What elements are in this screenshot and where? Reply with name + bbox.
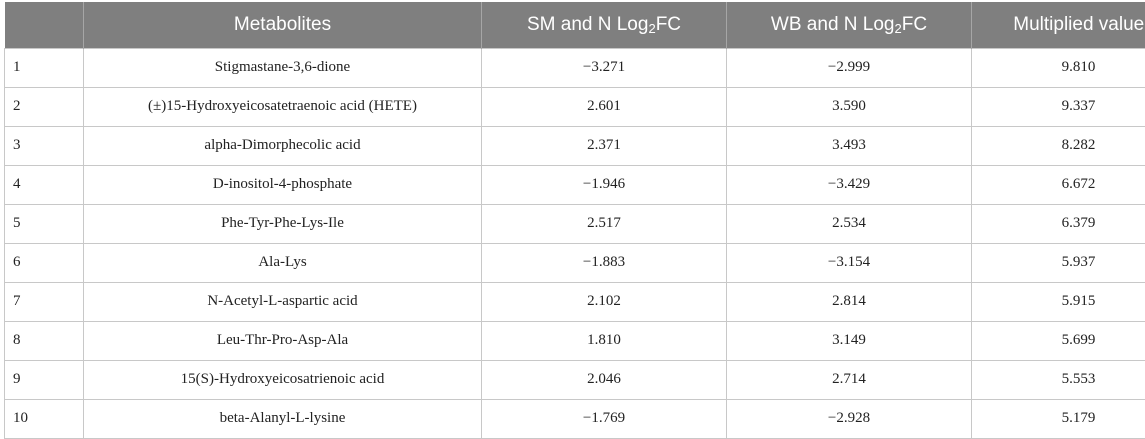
sm-log2fc-value: 1.810 (482, 321, 727, 360)
table-row: 3 alpha-Dimorphecolic acid 2.371 3.493 8… (5, 126, 1145, 165)
sm-log2fc-value: −3.271 (482, 48, 727, 87)
metabolite-name: (±)15-Hydroxyeicosatetraenoic acid (HETE… (84, 87, 482, 126)
table-row: 1 Stigmastane-3,6-dione −3.271 −2.999 9.… (5, 48, 1145, 87)
header-sm-prefix: SM and N Log (527, 14, 648, 35)
table-row: 2 (±)15-Hydroxyeicosatetraenoic acid (HE… (5, 87, 1145, 126)
metabolite-name: Leu-Thr-Pro-Asp-Ala (84, 321, 482, 360)
header-wb-subscript: 2 (895, 21, 902, 36)
row-index: 4 (5, 165, 84, 204)
table-row: 9 15(S)-Hydroxyeicosatrienoic acid 2.046… (5, 360, 1145, 399)
header-metabolites: Metabolites (84, 2, 482, 48)
multiplied-value: 5.553 (972, 360, 1145, 399)
row-index: 3 (5, 126, 84, 165)
multiplied-value: 5.915 (972, 282, 1145, 321)
row-index: 9 (5, 360, 84, 399)
metabolite-name: Ala-Lys (84, 243, 482, 282)
header-multiplied-value: Multiplied value (972, 2, 1145, 48)
wb-log2fc-value: 3.493 (727, 126, 972, 165)
multiplied-value: 5.937 (972, 243, 1145, 282)
metabolite-name: 15(S)-Hydroxyeicosatrienoic acid (84, 360, 482, 399)
row-index: 1 (5, 48, 84, 87)
header-sm-log2fc: SM and N Log2FC (482, 2, 727, 48)
metabolite-name: beta-Alanyl-L-lysine (84, 399, 482, 438)
row-index: 6 (5, 243, 84, 282)
sm-log2fc-value: −1.883 (482, 243, 727, 282)
table-body: 1 Stigmastane-3,6-dione −3.271 −2.999 9.… (5, 48, 1145, 438)
multiplied-value: 5.179 (972, 399, 1145, 438)
header-sm-suffix: FC (656, 14, 681, 35)
multiplied-value: 5.699 (972, 321, 1145, 360)
header-wb-suffix: FC (902, 14, 927, 35)
table-header: Metabolites SM and N Log2FC WB and N Log… (5, 2, 1145, 48)
metabolite-name: Stigmastane-3,6-dione (84, 48, 482, 87)
wb-log2fc-value: 2.714 (727, 360, 972, 399)
wb-log2fc-value: 3.590 (727, 87, 972, 126)
header-row: Metabolites SM and N Log2FC WB and N Log… (5, 2, 1145, 48)
header-sm-subscript: 2 (648, 21, 655, 36)
wb-log2fc-value: −2.928 (727, 399, 972, 438)
sm-log2fc-value: 2.601 (482, 87, 727, 126)
sm-log2fc-value: 2.046 (482, 360, 727, 399)
metabolite-name: N-Acetyl-L-aspartic acid (84, 282, 482, 321)
metabolite-name: D-inositol-4-phosphate (84, 165, 482, 204)
multiplied-value: 8.282 (972, 126, 1145, 165)
wb-log2fc-value: 2.534 (727, 204, 972, 243)
table-row: 10 beta-Alanyl-L-lysine −1.769 −2.928 5.… (5, 399, 1145, 438)
sm-log2fc-value: −1.769 (482, 399, 727, 438)
multiplied-value: 9.810 (972, 48, 1145, 87)
sm-log2fc-value: −1.946 (482, 165, 727, 204)
metabolite-name: alpha-Dimorphecolic acid (84, 126, 482, 165)
wb-log2fc-value: −2.999 (727, 48, 972, 87)
wb-log2fc-value: 2.814 (727, 282, 972, 321)
table-row: 6 Ala-Lys −1.883 −3.154 5.937 (5, 243, 1145, 282)
row-index: 8 (5, 321, 84, 360)
metabolite-name: Phe-Tyr-Phe-Lys-Ile (84, 204, 482, 243)
multiplied-value: 6.379 (972, 204, 1145, 243)
table-row: 4 D-inositol-4-phosphate −1.946 −3.429 6… (5, 165, 1145, 204)
wb-log2fc-value: −3.429 (727, 165, 972, 204)
row-index: 7 (5, 282, 84, 321)
multiplied-value: 9.337 (972, 87, 1145, 126)
table-row: 5 Phe-Tyr-Phe-Lys-Ile 2.517 2.534 6.379 (5, 204, 1145, 243)
row-index: 2 (5, 87, 84, 126)
header-index (5, 2, 84, 48)
sm-log2fc-value: 2.517 (482, 204, 727, 243)
table-row: 7 N-Acetyl-L-aspartic acid 2.102 2.814 5… (5, 282, 1145, 321)
multiplied-value: 6.672 (972, 165, 1145, 204)
row-index: 5 (5, 204, 84, 243)
sm-log2fc-value: 2.371 (482, 126, 727, 165)
header-wb-prefix: WB and N Log (771, 14, 895, 35)
table-row: 8 Leu-Thr-Pro-Asp-Ala 1.810 3.149 5.699 (5, 321, 1145, 360)
wb-log2fc-value: −3.154 (727, 243, 972, 282)
metabolites-table: Metabolites SM and N Log2FC WB and N Log… (4, 2, 1145, 439)
row-index: 10 (5, 399, 84, 438)
wb-log2fc-value: 3.149 (727, 321, 972, 360)
header-wb-log2fc: WB and N Log2FC (727, 2, 972, 48)
sm-log2fc-value: 2.102 (482, 282, 727, 321)
